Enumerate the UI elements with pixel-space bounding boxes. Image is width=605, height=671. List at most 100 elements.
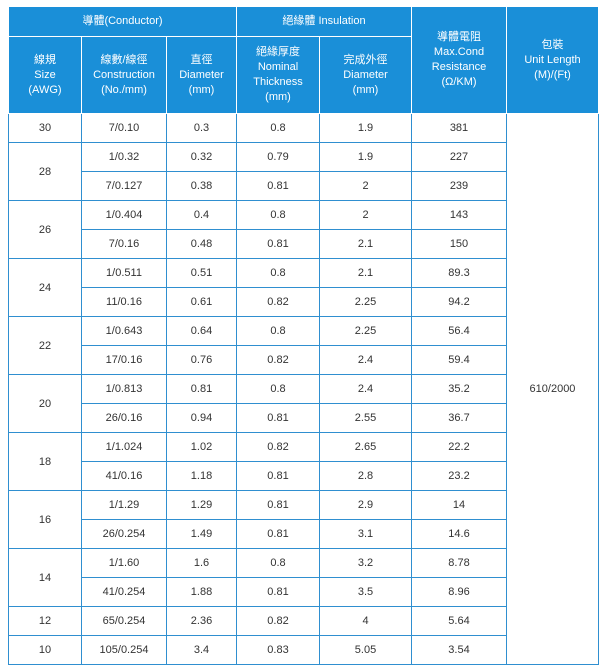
resistance-cell: 143 (411, 200, 507, 230)
resistance-cell: 22.2 (411, 432, 507, 462)
outer-diameter-header: 完成外徑 Diameter (mm) (319, 36, 412, 114)
diameter-cell: 1.02 (166, 432, 237, 462)
construction-cell: 41/0.16 (81, 461, 167, 491)
package-header-line: (M)/(Ft) (534, 68, 571, 81)
thickness-cell: 0.8 (236, 374, 320, 404)
resistance-header-line: 導體電阻 (437, 31, 481, 43)
awg-cell: 20 (8, 374, 82, 433)
outer-diameter-header-line: Diameter (343, 68, 388, 81)
construction-cell: 65/0.254 (81, 606, 167, 636)
diameter-cell: 0.3 (166, 113, 237, 143)
header-sub-row: 線規 Size (AWG) 線數/線徑 Construction (No./mm… (8, 36, 599, 114)
thickness-cell: 0.81 (236, 577, 320, 607)
diameter-cell: 2.36 (166, 606, 237, 636)
thickness-cell: 0.82 (236, 432, 320, 462)
outer-diameter-cell: 2.25 (319, 287, 412, 317)
outer-diameter-cell: 4 (319, 606, 412, 636)
outer-diameter-cell: 2.4 (319, 345, 412, 375)
diameter-cell: 0.76 (166, 345, 237, 375)
construction-cell: 105/0.254 (81, 635, 167, 665)
diameter-cell: 0.38 (166, 171, 237, 201)
resistance-cell: 94.2 (411, 287, 507, 317)
resistance-cell: 8.78 (411, 548, 507, 578)
diameter-header-line: Diameter (179, 68, 224, 81)
package-header-line: 包裝 (541, 38, 564, 51)
table-row: 14 1/1.60 1.6 0.8 3.2 8.78 (8, 548, 599, 607)
awg-cell: 26 (8, 200, 82, 259)
outer-diameter-cell: 3.1 (319, 519, 412, 549)
package-cell: 610/2000 (506, 113, 599, 665)
resistance-cell: 381 (411, 113, 507, 143)
thickness-cell: 0.82 (236, 606, 320, 636)
awg-cell: 18 (8, 432, 82, 491)
construction-header-line: Construction (93, 68, 155, 81)
thickness-cell: 0.8 (236, 258, 320, 288)
resistance-cell: 239 (411, 171, 507, 201)
construction-cell: 41/0.254 (81, 577, 167, 607)
diameter-cell: 0.94 (166, 403, 237, 433)
outer-diameter-cell: 2.4 (319, 374, 412, 404)
table-row: 7/0.127 0.38 0.81 2 239 (9, 171, 599, 201)
resistance-cell: 227 (411, 142, 507, 172)
thickness-cell: 0.81 (236, 403, 320, 433)
outer-diameter-cell: 1.9 (319, 113, 412, 143)
outer-diameter-cell: 2.65 (319, 432, 412, 462)
resistance-header: 導體電阻 Max.Cond Resistance (Ω/KM) (411, 6, 507, 114)
thickness-cell: 0.81 (236, 229, 320, 259)
outer-diameter-header-line: (mm) (352, 83, 379, 96)
construction-cell: 1/1.29 (81, 490, 167, 520)
diameter-cell: 0.32 (166, 142, 237, 172)
construction-cell: 1/0.32 (81, 142, 167, 172)
diameter-cell: 0.61 (166, 287, 237, 317)
thickness-cell: 0.8 (236, 200, 320, 230)
thickness-cell: 0.8 (236, 548, 320, 578)
table-header: 導體(Conductor) 絕緣體 Insulation 導體電阻 Max.Co… (8, 6, 599, 114)
construction-header-line: 線數/線徑 (100, 53, 148, 66)
construction-cell: 1/1.024 (81, 432, 167, 462)
awg-cell: 28 (8, 142, 82, 201)
awg-cell: 10 (8, 635, 82, 665)
wire-spec-table: 導體(Conductor) 絕緣體 Insulation 導體電阻 Max.Co… (8, 6, 599, 665)
thickness-cell: 0.83 (236, 635, 320, 665)
outer-diameter-cell: 5.05 (319, 635, 412, 665)
construction-cell: 1/0.511 (81, 258, 167, 288)
thickness-cell: 0.8 (236, 316, 320, 346)
construction-cell: 1/0.643 (81, 316, 167, 346)
diameter-cell: 0.48 (166, 229, 237, 259)
outer-diameter-cell: 2 (319, 200, 412, 230)
table-row: 24 1/0.511 0.51 0.8 2.1 89.3 (8, 258, 599, 317)
outer-diameter-cell: 3.2 (319, 548, 412, 578)
size-header-line: Size (34, 68, 56, 81)
thickness-cell: 0.81 (236, 171, 320, 201)
construction-cell: 1/0.404 (81, 200, 167, 230)
outer-diameter-cell: 2.55 (319, 403, 412, 433)
thickness-cell: 0.82 (236, 287, 320, 317)
diameter-cell: 3.4 (166, 635, 237, 665)
thickness-cell: 0.81 (236, 490, 320, 520)
diameter-header-line: (mm) (188, 83, 215, 96)
resistance-header-line: Resistance (431, 61, 487, 73)
awg-cell: 12 (8, 606, 82, 636)
resistance-cell: 89.3 (411, 258, 507, 288)
thickness-header-line: 絕緣厚度 (256, 46, 300, 58)
size-header: 線規 Size (AWG) (8, 36, 82, 114)
construction-cell: 26/0.16 (81, 403, 167, 433)
awg-cell: 30 (8, 113, 82, 143)
table-row: 26/0.254 1.49 0.81 3.1 14.6 (9, 519, 599, 549)
thickness-cell: 0.81 (236, 519, 320, 549)
resistance-cell: 5.64 (411, 606, 507, 636)
resistance-header-line: (Ω/KM) (441, 76, 477, 88)
outer-diameter-header-line: 完成外徑 (343, 53, 388, 66)
table-body: 30 7/0.10 0.3 0.8 1.9 381 610/2000 28 1/0.32 0.32… (8, 113, 599, 665)
thickness-cell: 0.82 (236, 345, 320, 375)
resistance-cell: 36.7 (411, 403, 507, 433)
construction-header: 線數/線徑 Construction (No./mm) (81, 36, 167, 114)
resistance-cell: 59.4 (411, 345, 507, 375)
conductor-header: 導體(Conductor) (8, 6, 237, 37)
outer-diameter-cell: 2.9 (319, 490, 412, 520)
thickness-cell: 0.8 (236, 113, 320, 143)
size-header-line: 線規 (34, 53, 56, 66)
diameter-header-line: 直徑 (190, 53, 213, 66)
thickness-cell: 0.81 (236, 461, 320, 491)
thickness-header-line: Thickness (253, 76, 303, 88)
